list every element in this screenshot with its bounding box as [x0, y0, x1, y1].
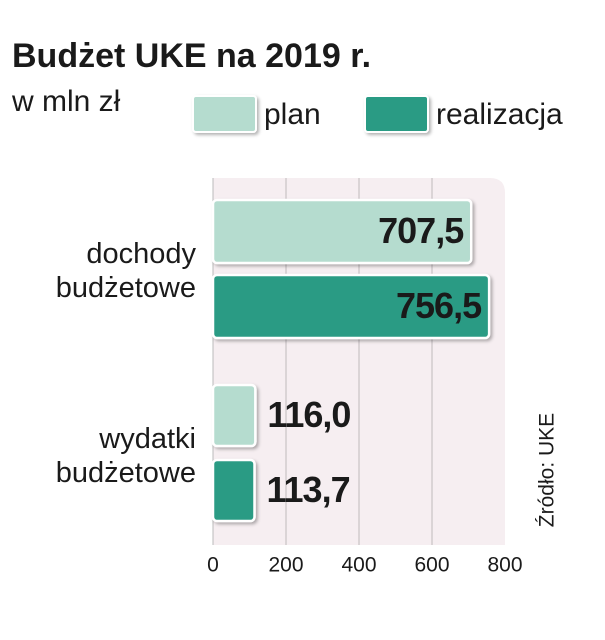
value-label: 116,0 — [267, 394, 350, 435]
legend-label: plan — [264, 98, 321, 131]
bar — [211, 198, 473, 265]
chart-subtitle: w mln zł — [11, 85, 121, 118]
chart-title: Budżet UKE na 2019 r. — [12, 37, 371, 75]
legend-swatch — [192, 95, 257, 133]
x-tick-label: 0 — [207, 554, 219, 577]
category-line: wydatki — [98, 423, 196, 455]
x-tick-label: 600 — [414, 554, 449, 577]
category-line: budżetowe — [56, 272, 196, 304]
category-line: budżetowe — [56, 457, 196, 489]
legend-swatch — [364, 95, 429, 133]
x-tick-label: 200 — [268, 554, 303, 577]
category-line: dochody — [86, 238, 196, 270]
category-label: wydatki budżetowe — [56, 423, 196, 489]
source: Źródło: UKE — [536, 413, 559, 527]
value-label: 756,5 — [396, 285, 482, 326]
category-label: dochody budżetowe — [56, 238, 197, 304]
value-label: 707,5 — [378, 210, 464, 251]
bar — [211, 273, 491, 340]
bar — [211, 383, 257, 448]
bar — [211, 458, 256, 523]
x-tick-label: 800 — [487, 554, 522, 577]
legend-label: realizacja — [436, 98, 563, 131]
x-tick-label: 400 — [341, 554, 376, 577]
value-label: 113,7 — [267, 469, 350, 510]
